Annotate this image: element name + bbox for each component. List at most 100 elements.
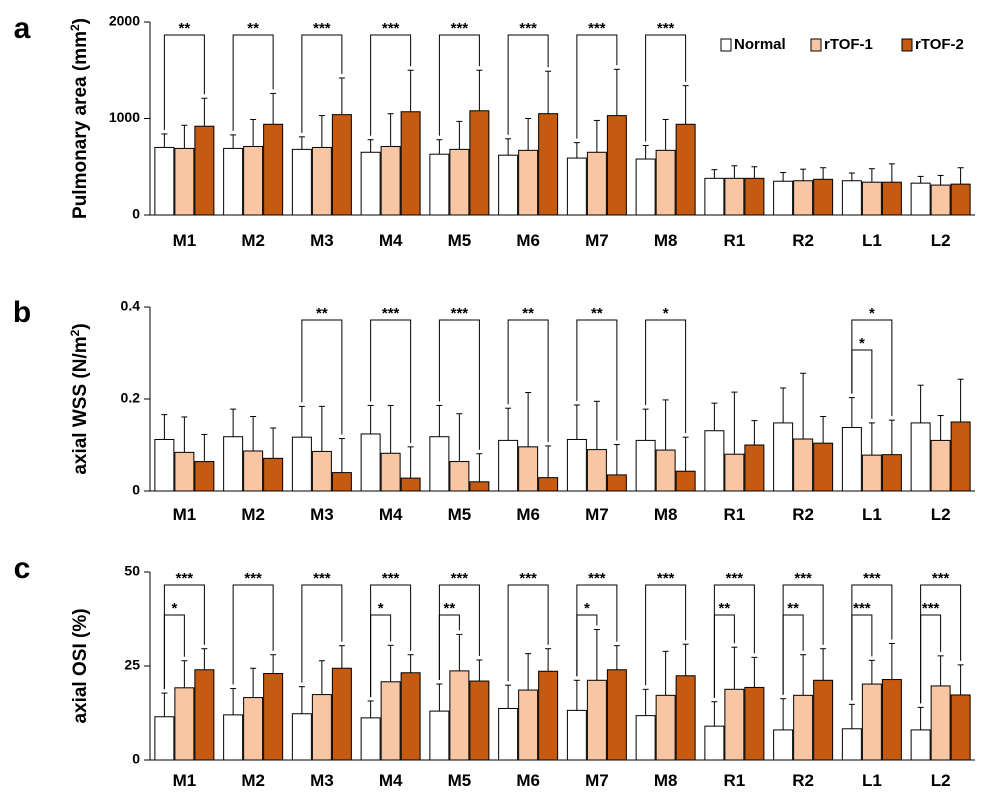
significance-label: *** <box>451 570 469 587</box>
bar-m4-series-2 <box>380 145 401 216</box>
x-category-label: R2 <box>792 505 814 524</box>
bar-r2-series-1 <box>773 729 794 761</box>
bar-m4-series-2 <box>380 681 401 761</box>
bar-r2-series-2 <box>793 438 814 492</box>
x-category-label: L1 <box>862 771 882 790</box>
bar-m6-series-1 <box>498 439 519 492</box>
legend-label-rtof1: rTOF-1 <box>824 36 873 53</box>
bar-l1-series-2 <box>861 181 882 216</box>
bar-m4-series-3 <box>400 111 421 216</box>
x-category-label: M3 <box>310 505 334 524</box>
bar-m2-series-3 <box>263 673 284 761</box>
significance-bracket <box>370 34 412 136</box>
x-category-label: M6 <box>516 505 540 524</box>
significance-label: *** <box>313 570 331 587</box>
bar-m7-series-1 <box>566 709 587 761</box>
significance-bracket <box>645 34 687 142</box>
x-category-label: M8 <box>654 771 678 790</box>
bar-m8-series-2 <box>655 694 676 761</box>
significance-label: *** <box>657 570 675 587</box>
y-axis-title-main: axial OSI (%) <box>70 608 91 723</box>
y-tick-label: 2000 <box>109 13 140 29</box>
panel-letter: c <box>14 552 31 585</box>
significance-bracket <box>438 319 480 450</box>
bar-m2-series-1 <box>223 147 244 216</box>
bar-r1-series-1 <box>704 725 725 761</box>
significance-label: *** <box>382 20 400 37</box>
y-axis-title-main: axial WSS (N/m <box>70 336 91 474</box>
bar-m8-series-2 <box>655 449 676 492</box>
bar-m1-series-3 <box>194 461 215 492</box>
bar-r2-series-3 <box>813 442 834 492</box>
significance-label: ** <box>522 305 534 322</box>
bar-l1-series-1 <box>841 427 862 492</box>
bar-l1-series-1 <box>841 728 862 761</box>
x-category-label: M2 <box>241 771 265 790</box>
significance-bracket <box>438 34 480 136</box>
significance-label: *** <box>382 305 400 322</box>
x-category-label: M6 <box>516 231 540 250</box>
significance-label: *** <box>313 20 331 37</box>
legend-label-rtof2: rTOF-2 <box>915 36 964 53</box>
significance-bracket <box>713 614 735 698</box>
bar-l2-series-1 <box>910 422 931 492</box>
x-category-label: R1 <box>724 771 746 790</box>
bar-m8-series-3 <box>675 675 696 761</box>
x-category-label: L2 <box>931 505 951 524</box>
legend-swatch-rtof1 <box>810 38 822 52</box>
bar-l2-series-2 <box>930 685 951 761</box>
significance-bracket <box>438 614 460 681</box>
bar-m1-series-3 <box>194 125 215 216</box>
bar-r2-series-1 <box>773 422 794 492</box>
x-category-label: M5 <box>448 231 472 250</box>
bar-m3-series-2 <box>311 146 332 216</box>
x-category-label: M7 <box>585 231 609 250</box>
bar-m8-series-1 <box>635 158 656 216</box>
significance-bracket <box>507 34 549 135</box>
x-category-label: M5 <box>448 771 472 790</box>
bar-m8-series-3 <box>675 470 696 492</box>
significance-label: ** <box>719 600 731 617</box>
bar-r2-series-1 <box>773 180 794 216</box>
bar-r1-series-1 <box>704 430 725 492</box>
legend-label-normal: Normal <box>734 36 786 53</box>
significance-label: * <box>869 305 875 322</box>
bar-m2-series-1 <box>223 714 244 761</box>
bar-l2-series-1 <box>910 729 931 761</box>
bar-m2-series-2 <box>243 697 264 761</box>
bar-l1-series-3 <box>881 679 902 761</box>
bar-m5-series-2 <box>449 670 470 761</box>
bar-r1-series-3 <box>744 444 765 492</box>
significance-bracket <box>851 349 873 419</box>
bar-l1-series-3 <box>881 454 902 492</box>
y-axis-title-superscript: 2 <box>68 329 82 336</box>
significance-bracket <box>576 614 598 677</box>
bar-l2-series-3 <box>950 183 971 216</box>
significance-label: ** <box>316 305 328 322</box>
bar-l2-series-3 <box>950 694 971 761</box>
bar-m6-series-2 <box>518 149 539 216</box>
significance-label: ** <box>787 600 799 617</box>
bar-m7-series-3 <box>606 669 627 761</box>
significance-label: * <box>171 600 177 617</box>
bar-m6-series-3 <box>538 477 559 492</box>
y-tick-label: 0.2 <box>121 390 141 406</box>
significance-label: *** <box>726 570 744 587</box>
bar-m1-series-1 <box>154 438 175 492</box>
significance-label: *** <box>853 600 871 617</box>
bar-m3-series-2 <box>311 450 332 492</box>
significance-bracket <box>507 319 549 442</box>
bar-m7-series-3 <box>606 115 627 216</box>
bar-m3-series-3 <box>331 114 352 216</box>
y-axis-title-end: ) <box>70 18 91 24</box>
significance-label: *** <box>519 20 537 37</box>
significance-label: * <box>663 305 669 322</box>
significance-label: *** <box>863 570 881 587</box>
legend-swatch-normal <box>720 38 732 52</box>
x-category-label: R2 <box>792 771 814 790</box>
x-category-label: M3 <box>310 231 334 250</box>
panel-letter: a <box>14 12 31 45</box>
bar-m5-series-1 <box>429 436 450 492</box>
bar-m6-series-3 <box>538 670 559 761</box>
x-category-label: M1 <box>173 505 197 524</box>
